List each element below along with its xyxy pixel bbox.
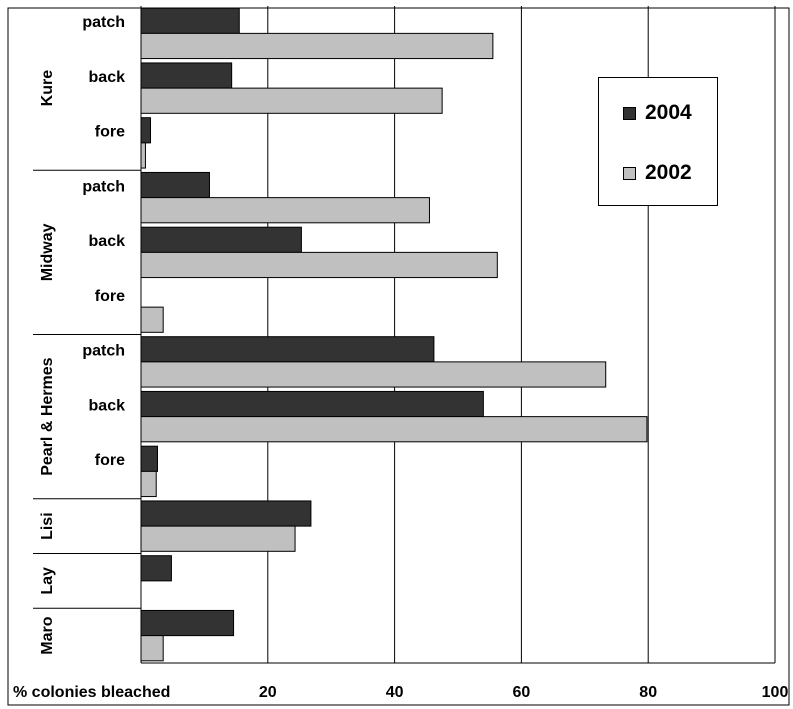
habitat-label: back [89, 233, 126, 250]
x-tick-label-60: 60 [513, 684, 531, 701]
habitat-label: patch [82, 343, 125, 360]
bar-kure-back-2004 [140, 62, 233, 89]
bar-pearl-hermes-patch-2002 [140, 361, 607, 388]
bar-midway-back-2002 [140, 251, 498, 279]
bar-maro-all-2004 [140, 609, 235, 637]
habitat-label: fore [95, 124, 125, 141]
habitat-label: back [89, 397, 126, 414]
site-label: Lay [39, 567, 56, 595]
bar-pearl-hermes-back-2002 [140, 416, 648, 443]
bar-kure-back-2002 [140, 87, 443, 114]
bar-midway-back-2004 [140, 226, 302, 253]
x-tick-label-80: 80 [639, 684, 657, 701]
site-label: Lisi [39, 512, 56, 540]
habitat-label: fore [95, 452, 125, 469]
legend-item-2004: 2004 [623, 101, 692, 125]
bars [140, 7, 648, 662]
grid [267, 6, 776, 663]
x-tick-label-100: 100 [762, 684, 789, 701]
bar-kure-patch-2002 [140, 32, 494, 60]
bar-pearl-hermes-back-2004 [140, 390, 484, 418]
legend-label-2002: 2002 [645, 161, 692, 184]
legend-swatch-2004 [623, 106, 636, 120]
x-axis: 20 40 60 80 100 [141, 662, 789, 701]
bar-kure-fore-2004 [140, 117, 152, 144]
habitat-label: patch [82, 178, 125, 195]
legend-swatch-2002 [623, 166, 636, 180]
habitat-label: back [89, 69, 126, 86]
bar-pearl-hermes-patch-2004 [140, 336, 435, 363]
bar-maro-all-2002 [140, 635, 164, 662]
category-axis: patch back fore Kure patch back fore Midway patc… [33, 6, 142, 663]
bar-pearl-hermes-fore-2002 [140, 470, 157, 498]
bar-midway-patch-2002 [140, 197, 430, 224]
bar-kure-patch-2004 [140, 7, 240, 34]
bar-kure-fore-2002 [140, 142, 146, 169]
bar-lisi-all-2004 [140, 500, 312, 527]
bar-lisi-all-2002 [140, 525, 296, 552]
site-label: Kure [39, 70, 56, 107]
bar-midway-fore-2002 [140, 306, 164, 333]
legend-label-2004: 2004 [645, 101, 692, 124]
x-tick-label-20: 20 [259, 684, 277, 701]
legend: 2004 2002 [598, 77, 718, 206]
site-label: Midway [39, 223, 56, 281]
site-label: Maro [39, 616, 56, 654]
site-label: Pearl & Hermes [39, 357, 56, 475]
habitat-label: fore [95, 288, 125, 305]
x-tick-label-40: 40 [386, 684, 404, 701]
legend-item-2002: 2002 [623, 161, 692, 185]
bar-midway-patch-2004 [140, 171, 210, 199]
bar-lay-all-2004 [140, 555, 172, 582]
bar-pearl-hermes-fore-2004 [140, 445, 158, 472]
habitat-label: patch [82, 14, 125, 31]
x-axis-label: % colonies bleached [13, 684, 170, 701]
